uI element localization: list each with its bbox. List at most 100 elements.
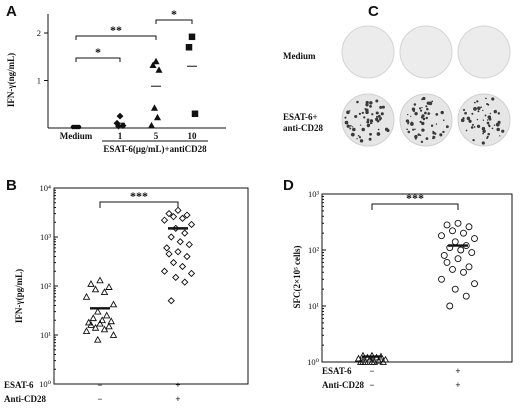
panel-b-significance-0-bracket bbox=[99, 201, 179, 208]
spot bbox=[424, 111, 427, 115]
panel-b-point-group-0 bbox=[87, 280, 95, 287]
panel-b-point-group-1 bbox=[183, 252, 191, 261]
spot bbox=[480, 106, 482, 109]
panel-b-point-group-1 bbox=[160, 216, 169, 224]
spot bbox=[375, 115, 379, 119]
panel-b-point-group-0 bbox=[96, 276, 104, 284]
spot bbox=[486, 135, 489, 138]
panel-b-point-group-1 bbox=[181, 278, 189, 286]
panel-c-letter: C bbox=[368, 3, 379, 20]
panel-a-xtick-label-10: 10 bbox=[188, 131, 198, 141]
spot bbox=[379, 105, 383, 109]
spot bbox=[412, 128, 415, 131]
panel-a-point-1 bbox=[116, 112, 124, 120]
spot bbox=[470, 126, 474, 129]
spot bbox=[344, 116, 347, 119]
panel-d-point-group-1 bbox=[449, 227, 456, 235]
panel-d-letter: D bbox=[283, 177, 294, 194]
panel-a-point-10 bbox=[188, 33, 196, 41]
spot bbox=[425, 105, 428, 108]
panel-a-point-10 bbox=[185, 44, 193, 51]
spot bbox=[487, 103, 490, 106]
panel-d-point-group-1 bbox=[438, 275, 445, 283]
panel-b-ytick-label-4: 10⁴ bbox=[40, 183, 52, 193]
panel-d-point-group-1 bbox=[443, 221, 451, 229]
panel-d-point-group-1 bbox=[438, 232, 445, 240]
spot bbox=[473, 126, 476, 128]
spot bbox=[407, 130, 411, 134]
panel-a-xlabel: ESAT-6(μg/mL)+antiCD28 bbox=[103, 144, 207, 154]
panel-b-point-group-1 bbox=[183, 211, 191, 219]
spot bbox=[482, 132, 484, 135]
panel-a-ytick-label-2: 2 bbox=[37, 28, 41, 38]
spot bbox=[354, 115, 358, 119]
spot bbox=[369, 132, 372, 136]
spot bbox=[349, 125, 352, 127]
panel-d-point-group-1 bbox=[465, 223, 473, 231]
panel-b-point-group-1 bbox=[163, 244, 171, 252]
panel-b-row-0-value-1: + bbox=[175, 380, 180, 390]
panel-b-row-label-1: Anti-CD28 bbox=[4, 394, 46, 404]
spot bbox=[414, 135, 418, 139]
panel-a-significance-1-label: ** bbox=[110, 23, 122, 37]
panel-d-significance-0-label: *** bbox=[406, 191, 424, 205]
panel-b-frame bbox=[53, 187, 249, 385]
panel-d-frame bbox=[321, 193, 513, 363]
spot bbox=[474, 101, 476, 104]
panel-c-row-label-anticd28: anti-CD28 bbox=[283, 123, 323, 133]
spot bbox=[405, 119, 410, 123]
panel-d-point-group-1 bbox=[454, 255, 462, 263]
panel-d-significance-0-bracket bbox=[371, 203, 459, 210]
spot bbox=[497, 112, 500, 115]
spot bbox=[501, 129, 505, 133]
panel-b-point-group-1 bbox=[172, 273, 180, 282]
panel-c-row-label-esat6: ESAT-6+ bbox=[283, 112, 318, 122]
panel-d-point-group-0 bbox=[368, 351, 376, 359]
well-medium bbox=[341, 25, 395, 79]
spot bbox=[419, 120, 422, 123]
panel-d-ytick-label-0: 10⁰ bbox=[307, 357, 320, 367]
spot bbox=[466, 116, 471, 121]
panel-b-point-group-0 bbox=[82, 292, 91, 300]
panel-d-row-1-value-0: − bbox=[369, 380, 374, 390]
spot bbox=[375, 117, 379, 122]
panel-d-point-group-1 bbox=[460, 268, 467, 276]
panel-a-point-5 bbox=[149, 61, 157, 68]
panel-d-point-group-1 bbox=[471, 280, 478, 288]
spot bbox=[368, 123, 371, 126]
spot bbox=[477, 106, 481, 110]
spot bbox=[344, 120, 349, 125]
spot bbox=[482, 129, 486, 133]
panel-b-point-group-0 bbox=[91, 285, 100, 293]
spot bbox=[422, 96, 426, 101]
well-esat6 bbox=[399, 93, 453, 147]
panel-d-row-0-value-1: + bbox=[455, 366, 460, 376]
spot bbox=[495, 122, 500, 127]
panel-d-point-group-1 bbox=[471, 235, 478, 243]
spot bbox=[349, 127, 352, 130]
spot bbox=[491, 127, 494, 130]
spot bbox=[488, 117, 492, 121]
spot bbox=[412, 109, 416, 113]
spot bbox=[430, 124, 434, 127]
spot bbox=[356, 138, 358, 140]
panel-d-point-group-0 bbox=[365, 355, 374, 363]
panel-d-point-group-1 bbox=[454, 219, 462, 227]
spot bbox=[386, 128, 390, 133]
panel-b-point-group-0 bbox=[93, 307, 102, 315]
spot bbox=[366, 118, 370, 122]
panel-a-significance-2-bracket bbox=[155, 19, 193, 24]
panel-a-significance-0-bracket bbox=[75, 57, 121, 62]
panel-b-significance-0-label: *** bbox=[130, 189, 148, 203]
panel-b-point-group-0 bbox=[109, 331, 118, 338]
panel-a-point-5 bbox=[150, 104, 159, 111]
panel-c-row-label-medium: Medium bbox=[283, 51, 316, 61]
spot bbox=[471, 112, 474, 115]
panel-b-point-group-0 bbox=[93, 335, 102, 343]
spot bbox=[406, 128, 408, 131]
spot bbox=[486, 119, 489, 121]
spot bbox=[442, 130, 445, 134]
spot bbox=[422, 117, 426, 121]
panel-d: D SFC(2×10⁵ cells) 10⁰ 10¹ 10² 10³ ESAT-6 − +… bbox=[283, 177, 513, 390]
